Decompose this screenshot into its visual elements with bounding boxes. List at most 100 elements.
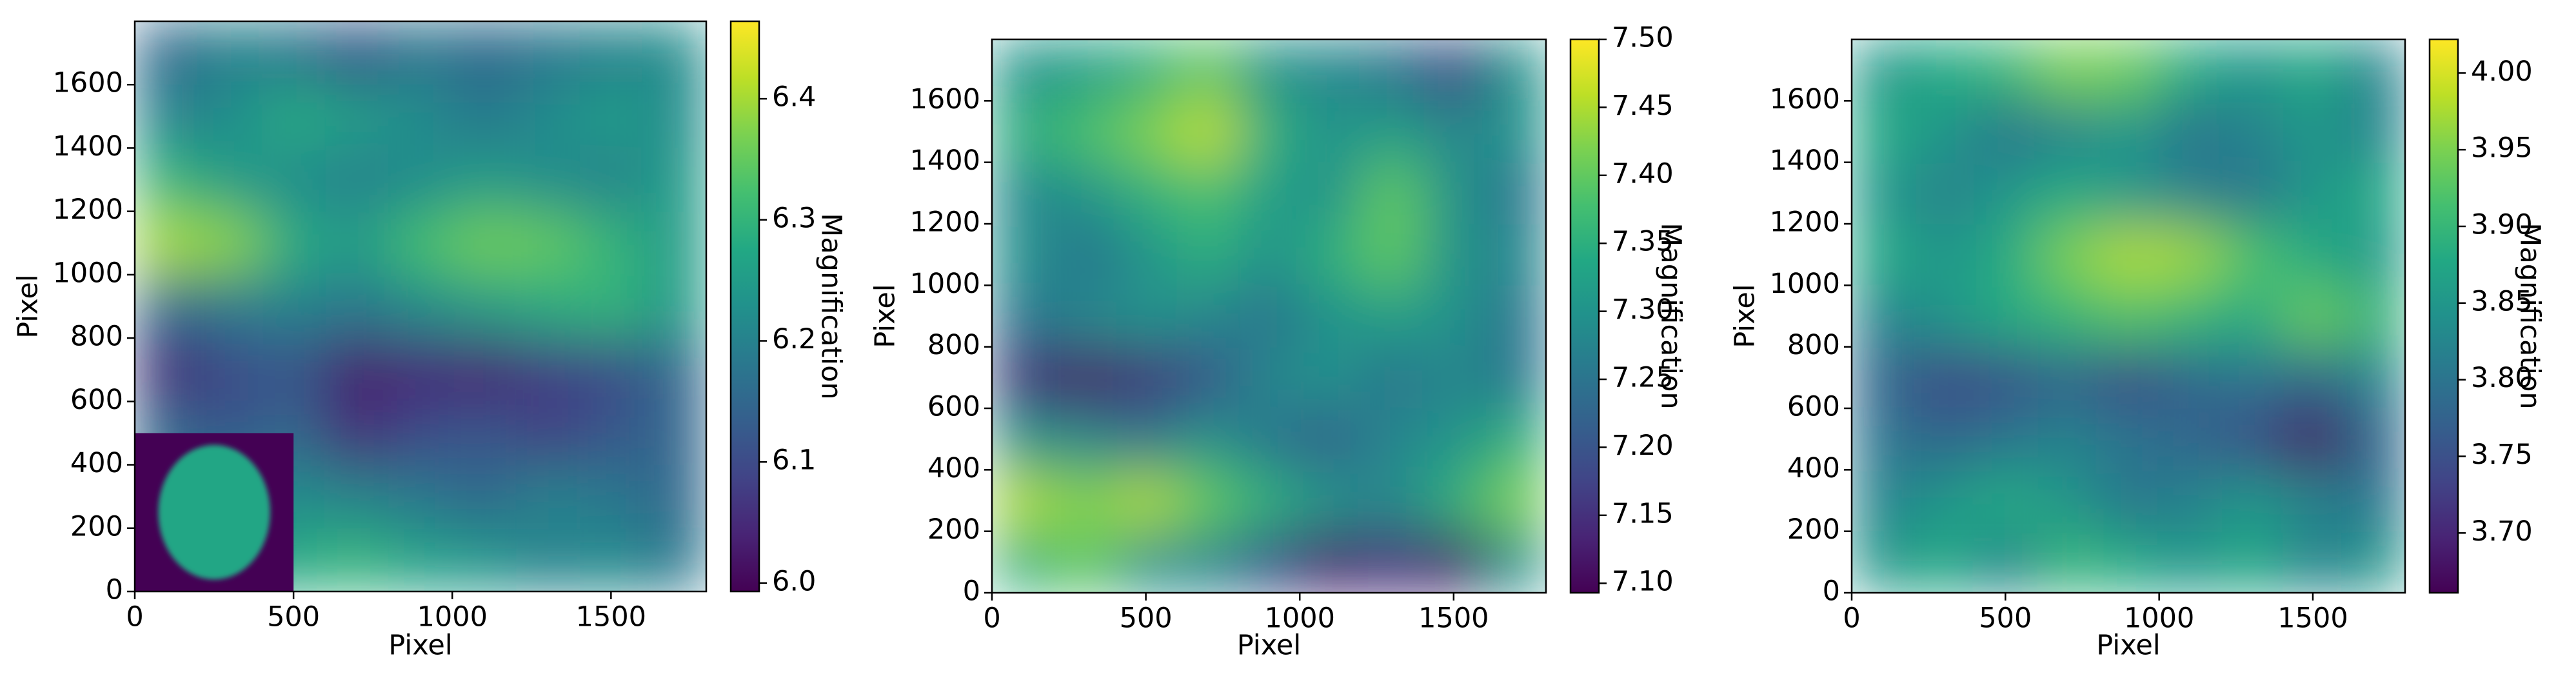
colorbar-tick-label: 7.45 <box>1612 90 1674 122</box>
heatmap-cell <box>2343 224 2405 286</box>
heatmap-cell <box>261 211 326 275</box>
colorbar-tick-label: 3.95 <box>2471 132 2533 164</box>
heatmap-cell <box>1176 531 1239 593</box>
heatmap-cell <box>452 21 517 86</box>
heatmap-cell <box>1852 531 1914 593</box>
plot-frame <box>991 38 1547 594</box>
y-tick-label: 600 <box>70 384 123 416</box>
y-tick-label: 600 <box>927 391 980 423</box>
x-tick-label: 500 <box>267 601 320 633</box>
heatmap-cell <box>388 148 453 212</box>
colorbar-frame <box>729 20 760 593</box>
heatmap-cell <box>261 274 326 339</box>
heatmap-cell <box>2282 224 2344 286</box>
heatmap-cell <box>642 338 706 403</box>
heatmap-cell <box>2159 101 2221 163</box>
heatmap-cell <box>1176 346 1239 409</box>
heatmap-cell <box>1238 531 1301 593</box>
y-tick-label: 1600 <box>1770 83 1840 115</box>
y-tick-label: 1200 <box>53 194 123 226</box>
heatmap-cell <box>1300 346 1362 409</box>
heatmap-cell <box>642 274 706 339</box>
heatmap-cell <box>1053 470 1116 532</box>
heatmap-cell <box>2159 408 2221 471</box>
heatmap-cell <box>1300 101 1362 163</box>
heatmap-cell <box>1361 470 1424 532</box>
heatmap-cell <box>1484 346 1546 409</box>
heatmap-cell <box>579 21 644 86</box>
heatmap-cell <box>198 84 263 149</box>
x-tick-label: 1500 <box>576 601 646 633</box>
heatmap-cell <box>992 470 1055 532</box>
heatmap-cell <box>579 84 644 149</box>
heatmap-cell <box>1423 285 1485 348</box>
heatmap-cell <box>2343 531 2405 593</box>
heatmap-cell <box>2282 101 2344 163</box>
y-tick-label: 1000 <box>1770 268 1840 300</box>
heatmap <box>1852 39 2405 593</box>
heatmap-cell <box>1423 224 1485 286</box>
heatmap-cell <box>2036 346 2099 409</box>
heatmap-cell <box>642 211 706 275</box>
colorbar-tick-label: 7.15 <box>1612 497 1674 530</box>
heatmap-cell <box>992 346 1055 409</box>
heatmap-cell <box>1913 162 1976 224</box>
heatmap-cell <box>2036 224 2099 286</box>
y-tick-label: 1400 <box>1770 144 1840 177</box>
heatmap-cells <box>1852 39 2405 593</box>
heatmap-cell <box>1974 346 2037 409</box>
x-axis-label: Pixel <box>388 630 452 662</box>
heatmap-cell <box>2282 162 2344 224</box>
heatmap-cell <box>1423 408 1485 471</box>
heatmap-cell <box>2097 39 2160 102</box>
heatmap-cell <box>642 528 706 592</box>
heatmap-cell <box>1361 285 1424 348</box>
heatmap-cell <box>452 338 517 403</box>
heatmap-cell <box>1115 531 1178 593</box>
heatmap-cell <box>135 84 199 149</box>
heatmap-cell <box>2159 285 2221 348</box>
heatmap-cell <box>1974 470 2037 532</box>
y-tick-label: 1000 <box>53 257 123 289</box>
heatmap-cell <box>2221 39 2283 102</box>
heatmap-cell <box>579 274 644 339</box>
colorbar-tick-label: 7.40 <box>1612 157 1674 190</box>
heatmap-cell <box>261 84 326 149</box>
heatmap-cell <box>992 285 1055 348</box>
heatmap-cell <box>1361 224 1424 286</box>
x-axis-label: Pixel <box>1237 630 1301 662</box>
heatmap-cell <box>1053 101 1116 163</box>
heatmap-cell <box>135 274 199 339</box>
heatmap-cell <box>1115 285 1178 348</box>
heatmap-cell <box>515 211 580 275</box>
heatmap-cell <box>2282 346 2344 409</box>
heatmap-cell <box>452 148 517 212</box>
colorbar-tick-label: 3.90 <box>2471 208 2533 241</box>
heatmap-cell <box>2221 224 2283 286</box>
heatmap-cell <box>1852 162 1914 224</box>
x-tick-label: 500 <box>1120 602 1173 635</box>
heatmap-cell <box>2221 531 2283 593</box>
heatmap-cell <box>198 148 263 212</box>
heatmap-cell <box>515 528 580 592</box>
heatmap-cell <box>1053 224 1116 286</box>
heatmap-cell <box>388 464 453 529</box>
heatmap-cell <box>2282 285 2344 348</box>
heatmap-cell <box>1852 408 1914 471</box>
heatmap-cell <box>2159 39 2221 102</box>
colorbar-frame <box>2428 38 2459 594</box>
heatmap-cell <box>1913 346 1976 409</box>
heatmap-cell <box>325 464 390 529</box>
heatmap-cell <box>1300 408 1362 471</box>
heatmap-cell <box>1053 285 1116 348</box>
heatmap-cell <box>388 528 453 592</box>
heatmap-cell <box>2036 285 2099 348</box>
heatmap-cell <box>1238 101 1301 163</box>
y-tick-label: 800 <box>1787 329 1840 361</box>
heatmap-cell <box>2097 101 2160 163</box>
heatmap-cell <box>1300 224 1362 286</box>
colorbar-tick-label: 7.25 <box>1612 362 1674 394</box>
heatmap-cell <box>1361 101 1424 163</box>
y-tick-label: 1400 <box>910 144 980 177</box>
heatmap-cell <box>1913 531 1976 593</box>
